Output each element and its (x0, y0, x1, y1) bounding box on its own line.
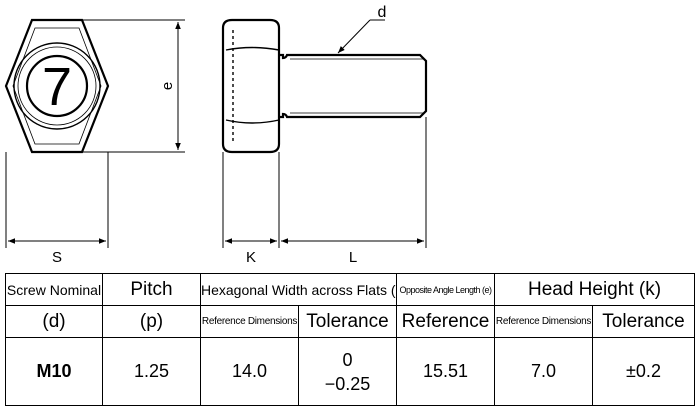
header-screw-nominal: Screw Nominal (5, 273, 103, 306)
header-row-2: (d) (p) Reference Dimensions Tolerance R… (5, 305, 695, 338)
header-k-reference-dimensions: Reference Dimensions (494, 305, 593, 338)
cell-e-reference: 15.51 (396, 337, 495, 406)
bolt-technical-drawing: 7 e S d K L (4, 4, 428, 266)
header-row-1: Screw Nominal Pitch Hexagonal Width acro… (5, 273, 695, 306)
header-e-reference: Reference (396, 305, 495, 338)
s-tolerance-lower: −0.25 (324, 373, 371, 394)
table-row: M10 1.25 14.0 0 −0.25 15.51 7.0 ±0.2 (5, 337, 695, 406)
cell-k-reference: 7.0 (494, 337, 593, 406)
header-s-tolerance: Tolerance (298, 305, 397, 338)
cell-k-tolerance: ±0.2 (592, 337, 695, 406)
threaded-shank (279, 53, 428, 119)
header-pitch-sub: (p) (102, 305, 201, 338)
header-screw-nominal-sub: (d) (5, 305, 103, 338)
header-pitch: Pitch (102, 273, 201, 306)
cell-s-reference: 14.0 (200, 337, 299, 406)
dimension-k-label: K (246, 249, 256, 266)
dimension-s-label: S (52, 249, 62, 266)
dimension-l-label: L (349, 249, 357, 266)
dimension-s (5, 152, 109, 248)
dimension-e (82, 19, 185, 153)
cell-pitch: 1.25 (102, 337, 201, 406)
s-tolerance-upper: 0 (342, 349, 353, 370)
header-head-height: Head Height (k) (494, 273, 695, 306)
strength-class-symbol: 7 (42, 57, 72, 117)
header-width-across-flats: Hexagonal Width across Flats (s) (200, 273, 397, 306)
cell-nominal: M10 (5, 337, 103, 406)
header-s-reference-dimensions: Reference Dimensions (200, 305, 299, 338)
dimension-d-leader (337, 19, 385, 54)
specification-table: Screw Nominal Pitch Hexagonal Width acro… (5, 273, 695, 406)
dimension-k-l (222, 117, 427, 248)
dimension-d-label: d (378, 4, 387, 21)
dimension-e-label: e (159, 82, 176, 90)
header-opposite-angle: Opposite Angle Length (e) (396, 273, 495, 306)
header-k-tolerance: Tolerance (592, 305, 695, 338)
hex-head-side-view (221, 18, 281, 154)
cell-s-tolerance: 0 −0.25 (298, 337, 397, 406)
